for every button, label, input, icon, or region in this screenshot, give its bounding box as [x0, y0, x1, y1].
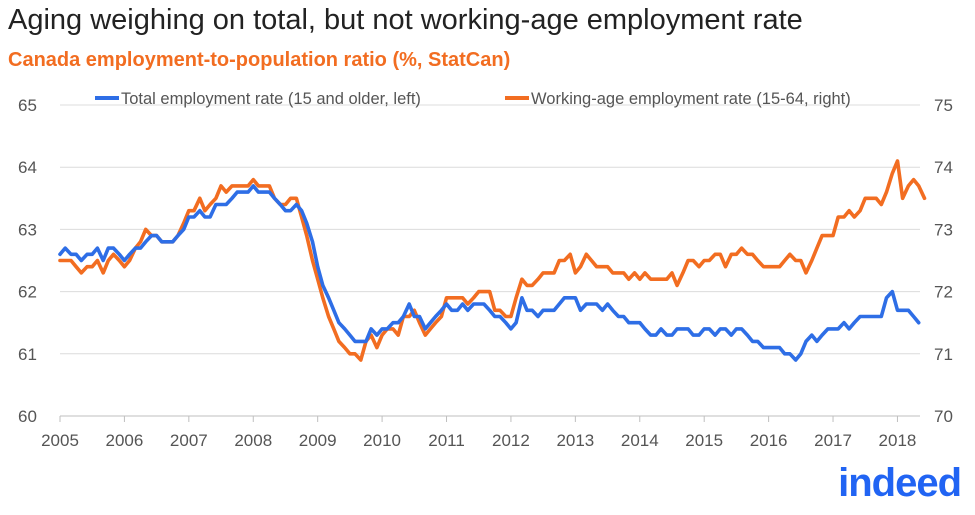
indeed-logo: indeed [838, 461, 962, 505]
chart-title: Aging weighing on total, but not working… [8, 4, 803, 36]
legend: Total employment rate (15 and older, lef… [95, 90, 851, 108]
y-right-tick-label: 72 [934, 283, 953, 302]
y-axis-left: 60 61 62 63 64 65 [18, 96, 37, 426]
legend-label: Total employment rate (15 and older, lef… [121, 90, 421, 108]
gridlines [60, 104, 920, 417]
y-right-tick-label: 73 [934, 220, 953, 239]
x-tick-label: 2011 [428, 431, 465, 450]
chart-subtitle: Canada employment-to-population ratio (%… [8, 49, 511, 71]
x-tick-label: 2008 [234, 431, 272, 450]
x-tick-label: 2013 [556, 431, 594, 450]
y-left-tick-label: 60 [18, 407, 37, 426]
x-axis: 2005 2006 2007 2008 2009 2010 2011 2012 2013 2014… [41, 416, 916, 450]
y-left-tick-label: 62 [18, 283, 37, 302]
x-tick-label: 2007 [170, 431, 208, 450]
series-line-total [58, 184, 921, 362]
legend-label: Working-age employment rate (15-64, righ… [531, 90, 851, 108]
x-tick-label: 2012 [492, 431, 530, 450]
y-left-tick-label: 64 [18, 158, 37, 177]
y-right-tick-label: 74 [934, 158, 953, 177]
y-left-tick-label: 61 [18, 345, 37, 364]
x-tick-label: 2017 [814, 431, 852, 450]
y-left-tick-label: 65 [18, 96, 37, 115]
x-tick-label: 2010 [363, 431, 401, 450]
y-right-tick-label: 71 [934, 345, 953, 364]
x-tick-label: 2015 [685, 431, 723, 450]
x-tick-label: 2014 [621, 431, 659, 450]
y-axis-right: 70 71 72 73 74 75 [934, 96, 953, 426]
y-right-tick-label: 75 [934, 96, 953, 115]
x-tick-label: 2006 [106, 431, 144, 450]
x-tick-label: 2009 [299, 431, 337, 450]
x-tick-label: 2005 [41, 431, 79, 450]
y-left-tick-label: 63 [18, 220, 37, 239]
series-lines [58, 159, 927, 362]
y-right-tick-label: 70 [934, 407, 953, 426]
x-tick-label: 2016 [750, 431, 788, 450]
x-tick-label: 2018 [879, 431, 917, 450]
series-line-working-age [58, 159, 927, 362]
